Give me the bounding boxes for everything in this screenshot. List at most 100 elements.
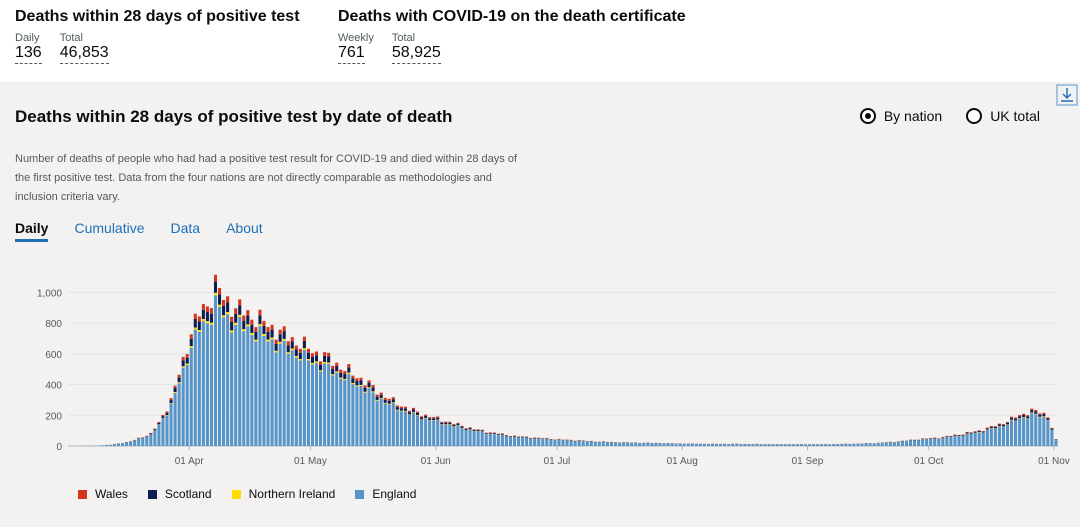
radio-checked-icon[interactable] bbox=[859, 108, 876, 124]
bar-segment bbox=[1030, 413, 1034, 446]
stat-value[interactable]: 136 bbox=[15, 44, 42, 64]
legend-item-wales: Wales bbox=[78, 487, 128, 501]
download-icon[interactable] bbox=[1056, 84, 1078, 106]
bar-segment bbox=[735, 443, 739, 446]
bar-segment bbox=[1030, 410, 1034, 413]
bar-segment bbox=[529, 439, 533, 446]
legend-label: Scotland bbox=[164, 487, 212, 501]
bar-segment bbox=[436, 420, 440, 446]
bar-segment bbox=[173, 391, 177, 393]
bar-segment bbox=[319, 364, 323, 371]
stat-value[interactable]: 761 bbox=[338, 44, 365, 64]
bar-segment bbox=[876, 443, 880, 446]
bar-segment bbox=[391, 402, 395, 404]
bar-segment bbox=[779, 444, 783, 446]
bar-segment bbox=[589, 441, 593, 446]
bar-segment bbox=[302, 349, 306, 446]
bar-segment bbox=[185, 365, 189, 446]
bar-segment bbox=[125, 442, 129, 446]
bar-segment bbox=[314, 351, 319, 356]
bar-segment bbox=[230, 330, 234, 333]
bar-segment bbox=[428, 417, 432, 419]
bar-segment bbox=[1010, 417, 1014, 420]
bar-segment bbox=[710, 443, 715, 446]
bar-segment bbox=[383, 402, 387, 404]
bar-segment bbox=[706, 444, 710, 446]
bar-segment bbox=[355, 385, 359, 387]
bar-segment bbox=[985, 428, 989, 430]
y-tick-label: 1,000 bbox=[37, 288, 62, 299]
bar-segment bbox=[222, 317, 226, 446]
bar-segment bbox=[553, 440, 557, 446]
radio-uk-total[interactable]: UK total bbox=[966, 108, 1040, 124]
bar-segment bbox=[989, 425, 993, 427]
bar-segment bbox=[209, 322, 213, 325]
bar-segment bbox=[933, 438, 937, 446]
bar-segment bbox=[484, 433, 488, 435]
bar-segment bbox=[452, 426, 456, 446]
bar-segment bbox=[775, 444, 779, 446]
bar-segment bbox=[682, 443, 686, 446]
bar-segment bbox=[319, 370, 323, 372]
bar-segment bbox=[149, 434, 153, 446]
bar-segment bbox=[177, 374, 181, 378]
bar-segment bbox=[387, 398, 391, 401]
bar-segment bbox=[440, 424, 444, 446]
bar-segment bbox=[246, 326, 250, 446]
bar-segment bbox=[508, 437, 512, 446]
bar-segment bbox=[270, 337, 274, 340]
bar-segment bbox=[549, 440, 553, 446]
bar-segment bbox=[173, 388, 177, 392]
bar-segment bbox=[917, 440, 921, 446]
bar-segment bbox=[226, 314, 230, 446]
bar-segment bbox=[399, 408, 403, 411]
x-tick-label: 01 Jun bbox=[421, 456, 451, 467]
bar-segment bbox=[460, 428, 464, 446]
bar-segment bbox=[921, 438, 925, 440]
radio-by-nation[interactable]: By nation bbox=[859, 108, 942, 124]
bar-segment bbox=[642, 443, 646, 446]
bar-segment bbox=[1010, 420, 1014, 446]
bar-segment bbox=[230, 321, 234, 331]
bar-segment bbox=[218, 294, 222, 305]
bar-segment bbox=[193, 329, 197, 446]
bar-segment bbox=[945, 437, 949, 446]
bar-segment bbox=[343, 378, 347, 381]
bar-segment bbox=[399, 411, 403, 446]
bar-segment bbox=[1042, 414, 1046, 417]
bar-segment bbox=[242, 331, 246, 446]
tab-about[interactable]: About bbox=[226, 220, 263, 236]
bar-segment bbox=[371, 384, 375, 388]
bar-segment bbox=[424, 415, 428, 418]
stat-value[interactable]: 58,925 bbox=[391, 44, 441, 64]
bar-segment bbox=[290, 341, 294, 349]
bar-segment bbox=[452, 424, 456, 427]
chart-legend: Wales Scotland Northern Ireland England bbox=[78, 487, 416, 501]
bar-segment bbox=[222, 299, 226, 306]
bar-segment bbox=[888, 442, 892, 446]
bar-segment bbox=[383, 397, 387, 400]
bar-segment bbox=[787, 444, 791, 446]
tab-cumulative[interactable]: Cumulative bbox=[74, 220, 145, 236]
radio-unchecked-icon[interactable] bbox=[966, 108, 983, 124]
bar-segment bbox=[343, 380, 347, 446]
bar-segment bbox=[480, 431, 484, 446]
bar-segment bbox=[335, 365, 339, 372]
bar-segment bbox=[715, 444, 719, 446]
stat-value[interactable]: 46,853 bbox=[59, 44, 109, 64]
tab-data[interactable]: Data bbox=[170, 220, 201, 236]
bar-segment bbox=[953, 434, 957, 436]
bar-segment bbox=[298, 352, 302, 360]
bar-segment bbox=[1030, 408, 1034, 411]
bar-segment bbox=[169, 398, 173, 401]
bar-segment bbox=[375, 394, 379, 397]
bar-segment bbox=[278, 329, 282, 335]
tab-daily[interactable]: Daily bbox=[15, 220, 49, 242]
bar-segment bbox=[254, 341, 258, 446]
bar-segment bbox=[743, 444, 747, 446]
bar-segment bbox=[420, 417, 424, 420]
bar-segment bbox=[181, 360, 185, 367]
bar-segment bbox=[609, 442, 614, 446]
bar-segment bbox=[310, 364, 314, 446]
bar-segment bbox=[294, 345, 298, 350]
